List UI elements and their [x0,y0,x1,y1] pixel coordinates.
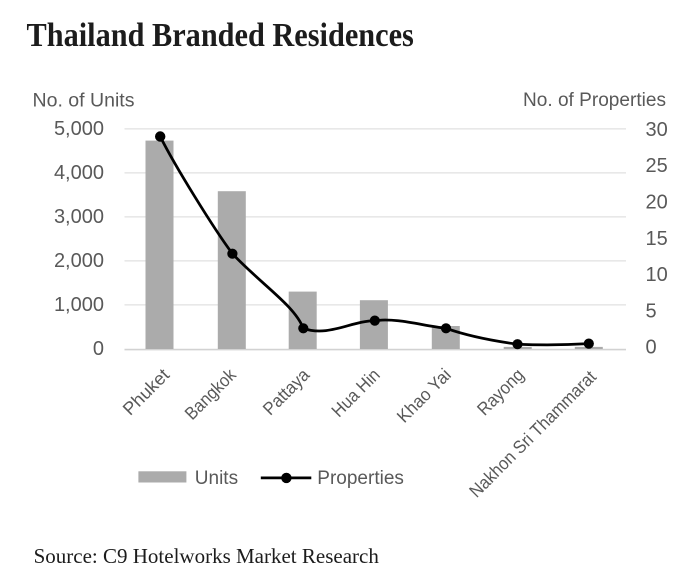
svg-text:5,000: 5,000 [54,118,104,140]
svg-text:30: 30 [646,119,668,141]
svg-text:4,000: 4,000 [54,162,104,184]
svg-text:Phuket: Phuket [119,365,174,420]
svg-text:15: 15 [646,228,668,250]
svg-text:Pattaya: Pattaya [259,364,314,419]
svg-text:Khao Yai: Khao Yai [393,365,455,427]
svg-text:10: 10 [646,264,668,286]
svg-text:5: 5 [646,300,657,322]
svg-text:No. of Units: No. of Units [33,90,135,112]
svg-text:Source: C9 Hotelworks Market R: Source: C9 Hotelworks Market Research [34,544,380,568]
svg-text:Bangkok: Bangkok [181,364,241,424]
svg-text:Nakhon Sri Thammarat: Nakhon Sri Thammarat [465,367,600,502]
svg-text:No. of Properties: No. of Properties [523,89,666,111]
svg-text:Properties: Properties [317,468,404,489]
svg-text:Units: Units [195,468,238,489]
svg-text:0: 0 [646,337,657,359]
svg-text:2,000: 2,000 [54,250,104,272]
svg-text:1,000: 1,000 [54,294,104,316]
svg-text:0: 0 [93,338,104,360]
svg-text:Thailand Branded Residences: Thailand Branded Residences [27,17,414,54]
svg-text:Hua Hin: Hua Hin [328,365,384,421]
svg-text:Rayong: Rayong [473,365,528,420]
svg-text:25: 25 [646,155,668,177]
svg-text:20: 20 [646,192,668,214]
svg-text:3,000: 3,000 [54,206,104,228]
